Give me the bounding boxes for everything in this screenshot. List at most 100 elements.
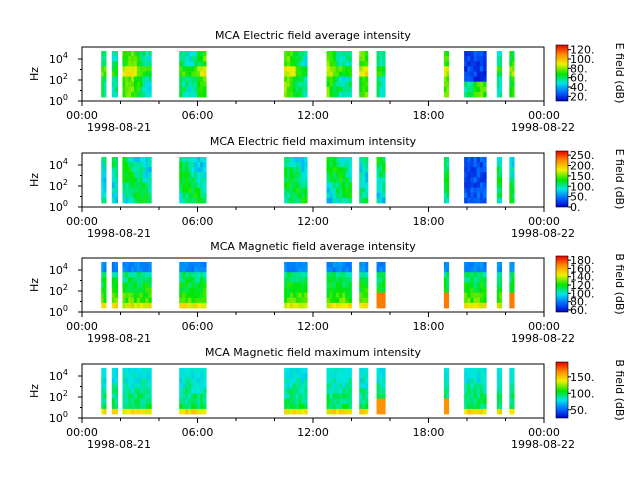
heatmap-cell	[348, 302, 352, 309]
y-axis-label: Hz	[28, 278, 41, 292]
heatmap-cell	[446, 51, 450, 57]
heatmap-cell	[292, 393, 297, 400]
heatmap-cell	[379, 162, 383, 168]
heatmap-cell	[139, 192, 144, 199]
heatmap-cell	[145, 287, 149, 294]
heatmap-cell	[304, 378, 308, 384]
heatmap-cell	[338, 267, 343, 273]
heatmap-cell	[292, 81, 297, 88]
heatmap-cell	[329, 61, 334, 67]
heatmap-cell	[335, 192, 340, 199]
heatmap-cell	[301, 398, 305, 405]
heatmap-cell	[114, 383, 119, 389]
heatmap-cell	[476, 373, 481, 379]
heatmap-cell	[128, 91, 132, 98]
heatmap-cell	[496, 378, 500, 384]
heatmap-cell	[464, 162, 468, 168]
heatmap-cell	[111, 262, 116, 268]
heatmap-cell	[188, 76, 192, 83]
heatmap-cell	[479, 277, 484, 283]
heatmap-cell	[148, 76, 152, 83]
heatmap-cell	[301, 297, 305, 304]
heatmap-cell	[342, 66, 346, 72]
heatmap-cell	[342, 167, 346, 173]
heatmap-cell	[364, 182, 369, 189]
heatmap-cell	[148, 187, 152, 194]
heatmap-cell	[464, 398, 468, 405]
heatmap-cell	[284, 408, 288, 415]
heatmap-cell	[128, 182, 132, 189]
heatmap-cell	[359, 61, 363, 67]
x-tick-label: 18:00	[413, 109, 445, 122]
heatmap-cell	[359, 81, 363, 88]
heatmap-cell	[203, 182, 207, 189]
heatmap-cell	[179, 91, 183, 98]
heatmap-cell	[301, 287, 305, 294]
heatmap-cell	[284, 368, 288, 374]
heatmap-cell	[464, 91, 468, 98]
heatmap-cell	[179, 287, 183, 294]
heatmap-cell	[295, 262, 299, 268]
heatmap-cell	[342, 162, 346, 168]
heatmap-cell	[122, 56, 126, 62]
heatmap-cell	[304, 292, 308, 299]
heatmap-cell	[509, 192, 513, 199]
heatmap-cell	[382, 192, 386, 199]
heatmap-cell	[509, 378, 513, 384]
heatmap-cell	[101, 272, 105, 278]
heatmap-cell	[332, 287, 337, 294]
heatmap-cell	[188, 292, 192, 299]
heatmap-cell	[295, 277, 299, 283]
heatmap-cell	[499, 197, 503, 204]
heatmap-cell	[182, 182, 186, 189]
heatmap-cell	[382, 61, 386, 67]
heatmap-cell	[345, 192, 349, 199]
heatmap-cell	[479, 81, 484, 88]
heatmap-cell	[332, 182, 337, 189]
heatmap-cell	[298, 388, 302, 394]
heatmap-cell	[443, 373, 447, 379]
heatmap-cell	[332, 76, 337, 83]
heatmap-cell	[348, 262, 352, 268]
heatmap-cell	[470, 91, 474, 98]
heatmap-cell	[191, 297, 195, 304]
heatmap-cell	[379, 81, 383, 88]
heatmap-cell	[287, 262, 291, 268]
heatmap-cell	[103, 51, 107, 57]
heatmap-cell	[446, 388, 450, 394]
heatmap-cell	[326, 383, 331, 389]
heatmap-cell	[185, 51, 189, 57]
heatmap-cell	[338, 157, 343, 163]
heatmap-cell	[509, 383, 513, 389]
colorbar-tick-label: 120.	[570, 279, 595, 292]
heatmap-cell	[476, 292, 481, 299]
heatmap-cell	[101, 91, 105, 98]
heatmap-cell	[136, 378, 141, 384]
heatmap-cell	[292, 373, 297, 379]
heatmap-cell	[122, 187, 126, 194]
heatmap-cell	[103, 398, 107, 405]
heatmap-cell	[376, 368, 380, 374]
heatmap-cell	[122, 302, 126, 309]
heatmap-cell	[379, 76, 383, 83]
heatmap-cell	[376, 192, 380, 199]
heatmap-cell	[326, 282, 331, 288]
heatmap-cell	[125, 167, 129, 173]
heatmap-cell	[338, 182, 343, 189]
heatmap-cell	[348, 403, 352, 410]
heatmap-cell	[338, 282, 343, 288]
heatmap-cell	[483, 272, 487, 278]
heatmap-cell	[289, 287, 294, 294]
heatmap-cell	[476, 267, 481, 273]
heatmap-cell	[114, 172, 119, 178]
heatmap-cell	[379, 192, 383, 199]
heatmap-cell	[499, 177, 503, 183]
heatmap-cell	[476, 167, 481, 173]
heatmap-cell	[114, 393, 119, 400]
heatmap-cell	[301, 167, 305, 173]
heatmap-cell	[511, 86, 515, 93]
heatmap-cell	[470, 172, 474, 178]
heatmap-cell	[345, 277, 349, 283]
heatmap-cell	[348, 393, 352, 400]
heatmap-cell	[329, 388, 334, 394]
